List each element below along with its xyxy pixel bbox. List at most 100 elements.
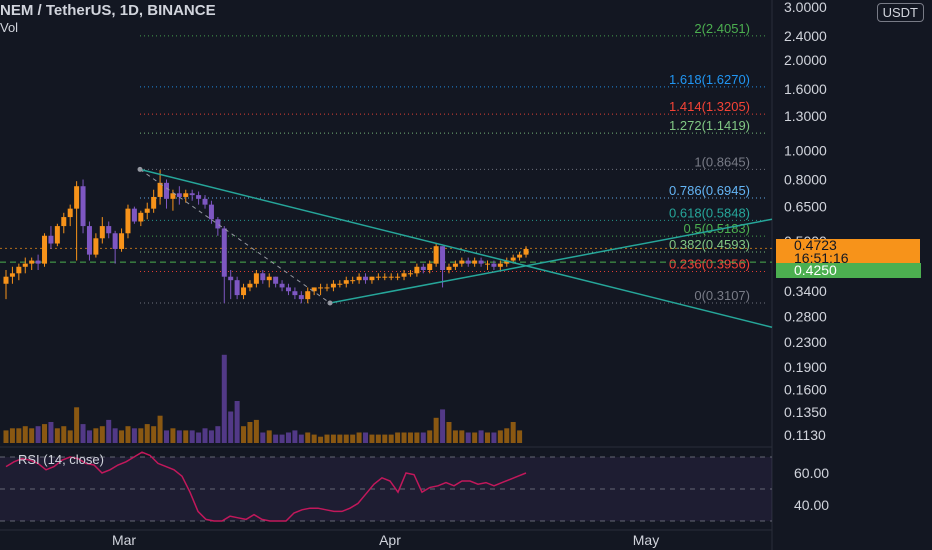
price-axis[interactable]: 3.0000 2.4000 2.0000 1.6000 1.3000 1.0000 0.80… (784, 0, 827, 443)
volume-bar (74, 407, 80, 443)
candle-body (285, 287, 291, 292)
volume-bar (253, 419, 259, 443)
volume-bar (459, 430, 465, 443)
time-tick-label: May (633, 532, 659, 548)
candle-body (35, 260, 41, 264)
volume-bar (465, 432, 471, 443)
candle-body (228, 276, 234, 281)
candle-body (144, 208, 150, 213)
fib-level-label: 1.414(1.3205) (669, 99, 750, 114)
price-tick-label: 0.6500 (784, 199, 827, 215)
currency-button[interactable]: USDT (876, 3, 924, 22)
candle-body (189, 193, 195, 196)
fib-level-label: 0(0.3107) (694, 288, 750, 303)
candle-body (29, 260, 35, 264)
rsi-line (5, 451, 527, 522)
volume-bar (170, 428, 176, 443)
candle-body (414, 266, 420, 274)
price-tick-label: 1.6000 (784, 81, 827, 97)
volume-bar (343, 434, 349, 443)
candle-body (176, 193, 182, 197)
volume-bar (61, 426, 67, 443)
volume-bar (22, 426, 28, 443)
volume-bar (157, 415, 163, 443)
volume-bar (9, 428, 15, 443)
volume-bar (215, 426, 221, 443)
candle-body (266, 276, 272, 281)
volume-bar (48, 422, 54, 443)
candle-body (388, 276, 394, 278)
last-price: 0.4723 (794, 237, 837, 253)
volume-bar (35, 426, 41, 443)
trend-lines[interactable] (137, 166, 773, 328)
time-tick-label: Apr (379, 532, 401, 548)
candle-body (356, 276, 362, 281)
candle-body (465, 260, 471, 264)
candle-body (54, 226, 60, 244)
candle-body (247, 283, 253, 288)
price-tick-label: 1.0000 (784, 142, 827, 158)
candle-body (196, 195, 202, 199)
volume-bar (414, 432, 420, 443)
candle-body (61, 217, 67, 227)
support-trendline (329, 218, 773, 304)
volume-bar (208, 430, 214, 443)
time-axis[interactable]: Mar Apr May (112, 532, 659, 548)
fib-level-label: 0.786(0.6945) (669, 183, 750, 198)
candle-body (202, 198, 208, 205)
candle-body (157, 182, 163, 197)
candle-body (273, 276, 279, 284)
candle-body (42, 235, 48, 264)
fib-level-label: 1(0.8645) (694, 154, 750, 169)
volume-bar (228, 411, 234, 443)
rsi-label: RSI (14, close) (18, 452, 104, 467)
volume-bar (106, 419, 112, 443)
volume-bar (86, 430, 92, 443)
fib-anchor-line (139, 168, 331, 304)
volume-bar (241, 426, 247, 443)
candle-body (234, 280, 240, 296)
volume-bar (292, 430, 298, 443)
candle-body (343, 280, 349, 284)
price-tick-label: 0.1350 (784, 404, 827, 420)
volume-bar (420, 432, 426, 443)
volume-bar (330, 434, 336, 443)
candle-body (318, 287, 324, 289)
price-tick-label: 0.3400 (784, 283, 827, 299)
volume-bar (16, 428, 22, 443)
volume-bar (311, 434, 317, 443)
volume-bar (138, 428, 144, 443)
volume-bar (375, 434, 381, 443)
candle-body (138, 212, 144, 222)
volume-bar (510, 422, 516, 443)
fibonacci-retracement[interactable]: 2(2.4051) 1.618(1.6270) 1.414(1.3205) 1.272… (0, 21, 772, 304)
candle-body (119, 233, 125, 249)
volume-bar (318, 436, 324, 443)
volume-bar (472, 432, 478, 443)
last-price-badge: 0.4723 16:51:16 (776, 237, 920, 266)
candle-body (472, 260, 478, 264)
volume-bar (273, 434, 279, 443)
volume-bar (369, 434, 375, 443)
candle-body (369, 276, 375, 281)
candle-body (67, 208, 73, 218)
bar-countdown: 16:51:16 (794, 250, 849, 266)
rsi-tick-label: 40.00 (794, 497, 829, 513)
candle-body (170, 193, 176, 199)
volume-bar (395, 432, 401, 443)
volume-bar (356, 432, 362, 443)
price-tick-label: 0.8000 (784, 172, 827, 188)
candle-body (337, 283, 343, 285)
candle-body (298, 295, 304, 300)
fib-level-label: 1.618(1.6270) (669, 72, 750, 87)
price-tick-label: 3.0000 (784, 0, 827, 15)
candle-body (183, 193, 189, 197)
candle-body (311, 287, 317, 292)
volume-bar (324, 434, 330, 443)
candle-body (3, 276, 9, 284)
candle-body (407, 273, 413, 275)
candle-body (478, 260, 484, 264)
price-tick-label: 0.2800 (784, 309, 827, 325)
candle-body (375, 276, 381, 278)
